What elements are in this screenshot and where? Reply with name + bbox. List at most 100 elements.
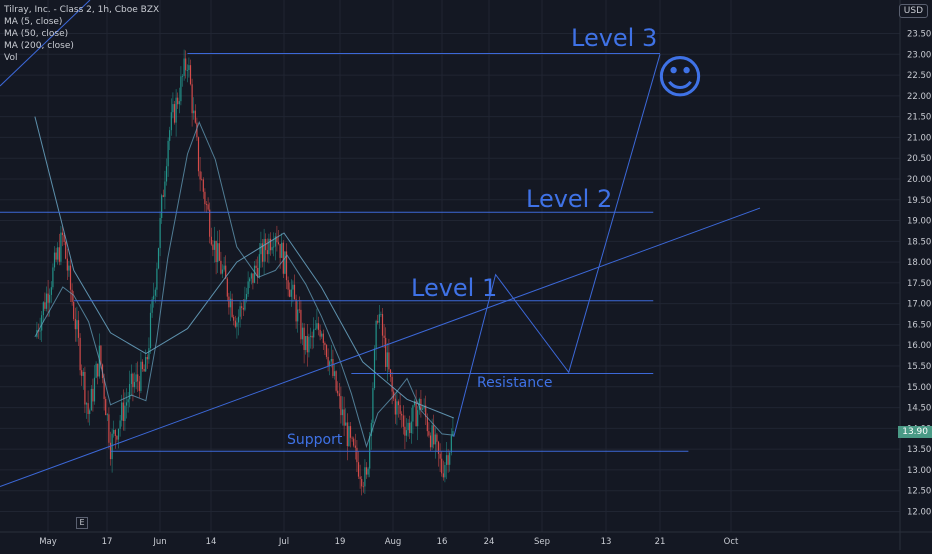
candle-body xyxy=(266,250,268,255)
symbol-title[interactable]: Tilray, Inc. - Class 2, 1h, Cboe BZX xyxy=(4,5,160,15)
candle-body xyxy=(45,293,48,309)
candle-body xyxy=(279,243,281,258)
candle-body xyxy=(53,252,56,268)
candle-body xyxy=(345,422,347,426)
indicator-ma5[interactable]: MA (5, close) xyxy=(4,17,63,27)
candle-body xyxy=(221,269,224,274)
y-tick-label: 15.50 xyxy=(907,362,931,372)
candle-body xyxy=(228,296,230,308)
y-tick-label: 12.50 xyxy=(907,487,931,497)
candle-body xyxy=(209,209,211,237)
current-price-tag: 13.90 xyxy=(898,425,932,438)
candle-body xyxy=(122,402,124,421)
candle-body xyxy=(354,445,356,448)
candle-body xyxy=(143,368,145,372)
forecast-path[interactable] xyxy=(453,54,661,437)
indicator-ma200[interactable]: MA (200, close) xyxy=(4,41,74,51)
candle-body xyxy=(135,374,137,382)
candle-body xyxy=(295,299,297,322)
candle-body xyxy=(52,267,54,288)
smiley-face-icon: ☺ xyxy=(656,50,704,104)
candle-body xyxy=(338,393,340,397)
candle-body xyxy=(106,414,108,416)
candle-body xyxy=(63,235,65,242)
candle-body xyxy=(309,335,312,337)
candle-body xyxy=(377,320,379,323)
candle-body xyxy=(351,437,353,439)
y-tick-label: 20.50 xyxy=(907,154,931,164)
candle-body xyxy=(436,434,438,442)
candle-body xyxy=(305,336,307,350)
candle-body xyxy=(410,421,412,434)
candle-body xyxy=(81,370,83,376)
x-tick-label: 19 xyxy=(335,537,346,547)
y-tick-label: 13.50 xyxy=(907,445,931,455)
earnings-marker-icon[interactable]: E xyxy=(76,517,88,529)
candle-body xyxy=(223,265,225,270)
candle-body xyxy=(162,195,164,197)
candle-body xyxy=(396,401,398,415)
candle-body xyxy=(399,405,401,414)
candle-body xyxy=(173,104,176,123)
candle-body xyxy=(89,410,91,414)
candle-body xyxy=(327,356,329,367)
candle-body xyxy=(47,293,49,303)
candle-body xyxy=(282,242,284,274)
candle-body xyxy=(285,251,288,281)
candle-body xyxy=(178,101,180,105)
candle-body xyxy=(111,433,113,460)
candle-body xyxy=(69,265,72,290)
candle-body xyxy=(252,273,254,283)
indicator-volume[interactable]: Vol xyxy=(4,53,18,63)
candle-body xyxy=(308,336,310,353)
candle-body xyxy=(268,238,270,255)
candle-body xyxy=(421,408,424,410)
candle-body xyxy=(428,431,430,436)
drawings[interactable] xyxy=(0,0,761,488)
candle-body xyxy=(44,302,46,309)
candle-body xyxy=(378,314,380,323)
rising-trendline[interactable] xyxy=(0,207,761,488)
candle-body xyxy=(103,378,105,399)
candle-body xyxy=(117,428,120,440)
candle-body xyxy=(413,401,416,406)
candle-body xyxy=(380,314,382,315)
candle-body xyxy=(292,284,294,290)
upper-left-trendline xyxy=(0,0,91,87)
y-tick-label: 16.50 xyxy=(907,320,931,330)
candle-body xyxy=(415,401,417,427)
candle-body xyxy=(348,426,350,447)
candle-body xyxy=(273,246,275,248)
candle-body xyxy=(261,243,264,262)
candle-body xyxy=(66,258,68,271)
candle-body xyxy=(85,403,88,405)
candle-body xyxy=(335,371,337,391)
candle-body xyxy=(287,280,289,290)
candle-body xyxy=(60,232,62,262)
candle-body xyxy=(242,307,244,310)
candle-body xyxy=(277,242,280,244)
annotation-support: Support xyxy=(287,432,343,448)
candle-body xyxy=(183,58,185,76)
candle-body xyxy=(212,244,214,250)
candle-body xyxy=(375,320,377,349)
candle-body xyxy=(116,435,118,440)
candle-body xyxy=(364,467,366,487)
y-tick-label: 20.00 xyxy=(907,175,931,185)
candle-body xyxy=(109,442,112,460)
x-tick-label: 13 xyxy=(601,537,612,547)
candle-body xyxy=(87,403,89,414)
candle-body xyxy=(442,473,444,478)
candle-body xyxy=(39,330,41,332)
legend: Tilray, Inc. - Class 2, 1h, Cboe BZX MA … xyxy=(4,4,159,64)
candle-body xyxy=(337,390,339,394)
candle-body xyxy=(300,309,302,340)
currency-badge[interactable]: USD xyxy=(898,4,928,18)
candle-body xyxy=(434,434,436,445)
candle-body xyxy=(372,388,374,423)
candle-body xyxy=(185,58,187,71)
indicator-ma50[interactable]: MA (50, close) xyxy=(4,29,69,39)
